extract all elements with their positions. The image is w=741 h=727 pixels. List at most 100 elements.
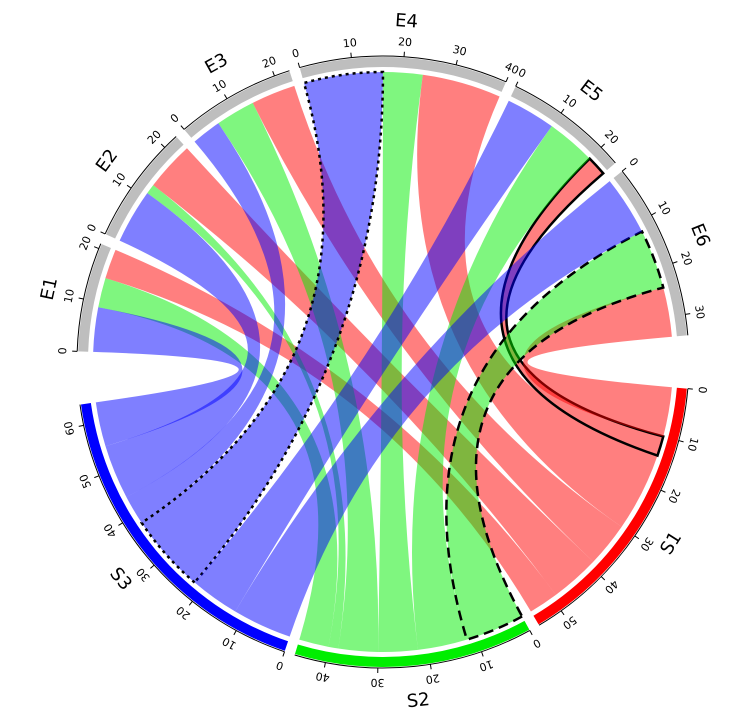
tick-label: 20 <box>77 234 94 252</box>
tick-label: 10 <box>685 436 701 453</box>
chord-link <box>378 72 423 652</box>
tick-label: 20 <box>398 35 413 49</box>
tick-label: 60 <box>62 420 78 436</box>
chord-link <box>445 229 665 642</box>
sector-arc <box>184 71 293 138</box>
chord-link <box>105 249 556 612</box>
chord-link <box>126 123 286 523</box>
tick-mark <box>78 424 84 427</box>
sector-axis <box>76 243 102 352</box>
chord-link <box>235 181 643 637</box>
chord-link <box>105 193 261 498</box>
tick-mark <box>100 231 106 235</box>
tick-label: 20 <box>425 671 441 686</box>
tick-label: 30 <box>134 565 153 584</box>
tick-mark <box>94 475 100 479</box>
tick-label: 30 <box>637 535 656 554</box>
tick-label: 20 <box>174 603 193 622</box>
sector-arc <box>299 56 506 92</box>
sector-axis <box>299 55 507 83</box>
tick-mark <box>93 246 99 250</box>
sector-label: E5 <box>576 76 607 107</box>
tick-mark <box>634 535 640 540</box>
chord-link <box>98 278 338 647</box>
sector-axis <box>183 70 290 130</box>
tick-mark <box>429 664 432 670</box>
chord-link <box>252 85 622 562</box>
tick-mark <box>515 81 519 87</box>
sector-label: E6 <box>686 221 714 250</box>
chord-link <box>218 102 379 652</box>
tick-label: 0 <box>696 386 710 394</box>
tick-label: 0 <box>291 46 301 60</box>
tick-label: 10 <box>655 199 673 218</box>
tick-label: 20 <box>145 128 164 147</box>
chord-link <box>411 126 590 650</box>
tick-label: 50 <box>560 613 579 632</box>
tick-mark <box>600 143 606 148</box>
tick-label: 10 <box>62 288 78 304</box>
tick-label: 50 <box>77 472 94 490</box>
tick-mark <box>600 576 606 581</box>
tick-mark <box>678 440 684 443</box>
sector-arc <box>78 244 111 352</box>
tick-label: 0 <box>56 347 69 354</box>
tick-mark <box>651 212 657 216</box>
tick-label: 20 <box>665 487 683 505</box>
tick-label: 0 <box>274 658 285 673</box>
tick-mark <box>455 59 458 65</box>
tick-label: 10 <box>342 36 357 50</box>
tick-mark <box>505 77 509 83</box>
tick-mark <box>282 651 285 657</box>
tick-label: 40 <box>315 669 331 684</box>
sector-label: S3 <box>105 564 136 595</box>
tick-label: 0 <box>168 111 182 125</box>
tick-mark <box>78 297 84 300</box>
sector-arc <box>294 620 530 667</box>
sector-label: S2 <box>406 689 431 712</box>
tick-mark <box>323 662 326 668</box>
tick-label: 40 <box>101 521 119 540</box>
tick-mark <box>350 52 352 58</box>
tick-mark <box>233 630 237 636</box>
tick-label: 10 <box>220 634 239 652</box>
tick-mark <box>224 94 228 100</box>
sector-label: E1 <box>37 275 62 302</box>
tick-label: 20 <box>678 250 695 267</box>
tick-label: 10 <box>478 657 495 674</box>
sector-arc <box>613 171 687 337</box>
tick-mark <box>660 489 666 493</box>
tick-label: 0 <box>85 222 100 234</box>
tick-label: 40 <box>602 577 621 596</box>
tick-label: 30 <box>370 676 384 689</box>
chord-link <box>147 185 346 649</box>
sector-label: S1 <box>656 528 686 559</box>
tick-mark <box>126 184 132 189</box>
tick-mark <box>529 630 533 636</box>
tick-label: 0 <box>626 155 641 169</box>
tick-label: 20 <box>602 128 621 147</box>
sector-axis <box>515 85 616 164</box>
tick-mark <box>160 143 166 148</box>
tick-mark <box>481 651 484 657</box>
sector-axis <box>104 136 177 235</box>
tick-label: 30 <box>692 304 707 320</box>
sector-axis <box>79 404 285 653</box>
sector-axis <box>621 170 689 336</box>
sector-label: E3 <box>201 49 231 78</box>
chord-link <box>93 307 243 447</box>
sector-arc <box>106 137 184 239</box>
tick-label: 20 <box>260 54 278 71</box>
tick-mark <box>188 601 193 606</box>
sector-axis <box>538 388 689 626</box>
tick-label: 10 <box>110 170 129 189</box>
tick-label: 30 <box>451 43 468 59</box>
tick-mark <box>621 167 627 172</box>
tick-mark <box>272 71 275 77</box>
tick-mark <box>672 261 678 264</box>
sector-axis <box>294 630 531 669</box>
tick-mark <box>685 313 691 315</box>
tick-label: 0 <box>531 636 543 651</box>
